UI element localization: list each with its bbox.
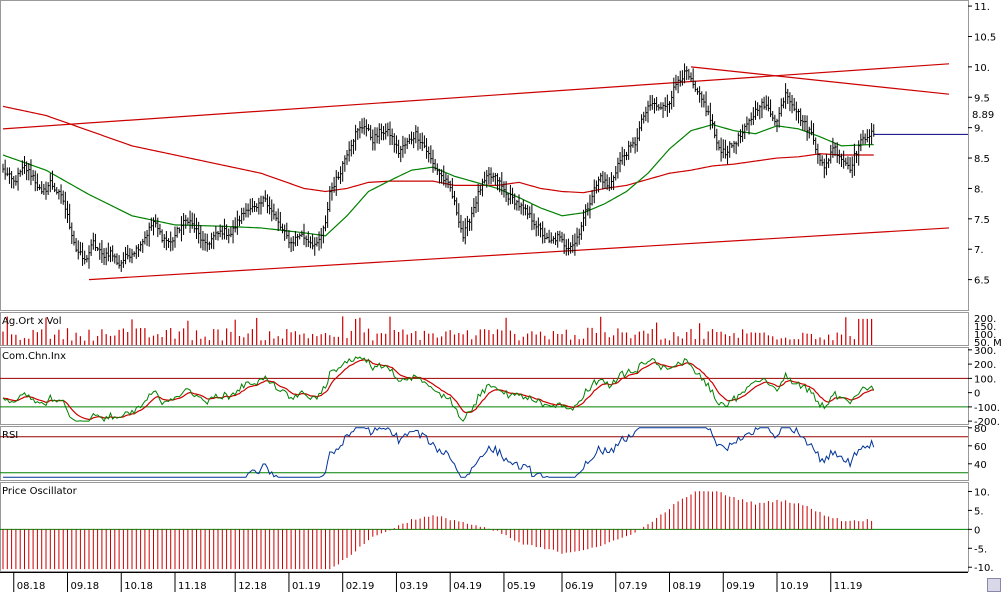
price-tick-label: 7.5: [974, 215, 990, 226]
cci-line: [2, 356, 875, 423]
cci-tick-label: 200.: [974, 360, 996, 371]
panel-frames: [0, 0, 969, 573]
cci-tick-label: -100.: [974, 403, 1000, 414]
rsi-frame: [0, 426, 969, 481]
osc-frame: [0, 482, 969, 572]
price-tick-label: 10.: [974, 63, 990, 74]
osc-tick-label: -5.: [974, 544, 987, 555]
trend-channel-line: [88, 227, 950, 281]
rsi-panel-title: RSI: [2, 430, 18, 441]
last-value-label: 8.89: [972, 110, 994, 121]
cci-frame: [0, 347, 969, 425]
scroll-corner-button[interactable]: [987, 578, 1001, 592]
trend-channel-line: [690, 66, 950, 95]
osc-tick-label: 0: [974, 525, 980, 536]
oscillator-panel[interactable]: 10. 5. 0 -5. -10.: [0, 487, 994, 574]
rsi-tick-label: 80: [974, 424, 987, 435]
cci-panel-title: Com.Chn.Inx: [2, 351, 66, 362]
x-tick-label: 10.19: [780, 581, 809, 592]
volume-tick-label: 100.: [974, 330, 996, 341]
price-tick-label: 9.5: [974, 93, 990, 104]
cci-panel[interactable]: 300. 200. 100. 0 -100. -200.: [0, 346, 1000, 428]
rsi-panel[interactable]: 80 60 40: [0, 424, 987, 478]
x-tick-label: 05.19: [507, 581, 536, 592]
cci-signal-line: [2, 359, 874, 421]
price-tick-label: 9.: [974, 124, 984, 135]
osc-tick-label: 10.: [974, 487, 990, 498]
x-tick-label: 11.19: [834, 581, 863, 592]
volume-panel[interactable]: 200.150.100.50. M: [2, 314, 1002, 349]
osc-tick-label: -10.: [974, 563, 994, 574]
volume-panel-title: Ag.Ort x Vol: [2, 316, 62, 327]
price-tick-label: 11.: [974, 2, 990, 13]
x-tick-label: 12.18: [238, 581, 267, 592]
x-tick-label: 09.19: [726, 581, 755, 592]
price-tick-label: 6.5: [974, 276, 990, 287]
x-tick-label: 06.19: [565, 581, 594, 592]
volume-tick-label: 50. M: [974, 338, 1002, 349]
x-tick-label: 04.19: [453, 581, 482, 592]
x-tick-label: 10.18: [124, 581, 153, 592]
price-tick-label: 8.: [974, 184, 984, 195]
volume-tick-label: 150.: [974, 322, 996, 333]
rsi-tick-label: 40: [974, 460, 987, 471]
x-axis: 08.18 09.18 10.18 11.18 12.18 01.19 02.19 03.19…: [13, 573, 863, 592]
x-tick-label: 02.19: [346, 581, 375, 592]
cci-tick-label: 300.: [974, 346, 996, 357]
moving-average-long-line: [2, 105, 874, 194]
moving-average-short-line: [2, 123, 874, 237]
trend-channel-line: [2, 63, 950, 130]
cci-tick-label: -200.: [974, 417, 1000, 428]
rsi-tick-label: 60: [974, 442, 987, 453]
x-tick-label: 08.19: [673, 581, 702, 592]
price-tick-label: 10.5: [974, 32, 996, 43]
x-tick-label: 03.19: [399, 581, 428, 592]
x-tick-label: 11.18: [178, 581, 207, 592]
cci-tick-label: 100.: [974, 374, 996, 385]
price-tick-label: 7.: [974, 245, 984, 256]
oscillator-panel-title: Price Oscillator: [2, 486, 78, 497]
price-tick-label: 8.5: [974, 154, 990, 165]
rsi-line: [3, 426, 875, 478]
vol-frame: [0, 312, 969, 346]
price-panel[interactable]: 11. 10.5 10. 9.5 9. 8.5 8. 7.5 7. 6.5: [2, 2, 996, 287]
x-tick-label: 09.18: [71, 581, 100, 592]
x-tick-label: 01.19: [292, 581, 321, 592]
x-tick-label: 08.18: [17, 581, 46, 592]
osc-tick-label: 5.: [974, 506, 984, 517]
cci-tick-label: 0: [974, 389, 980, 400]
volume-tick-label: 200.: [974, 314, 996, 325]
x-tick-label: 07.19: [619, 581, 648, 592]
price-frame: [0, 0, 969, 311]
